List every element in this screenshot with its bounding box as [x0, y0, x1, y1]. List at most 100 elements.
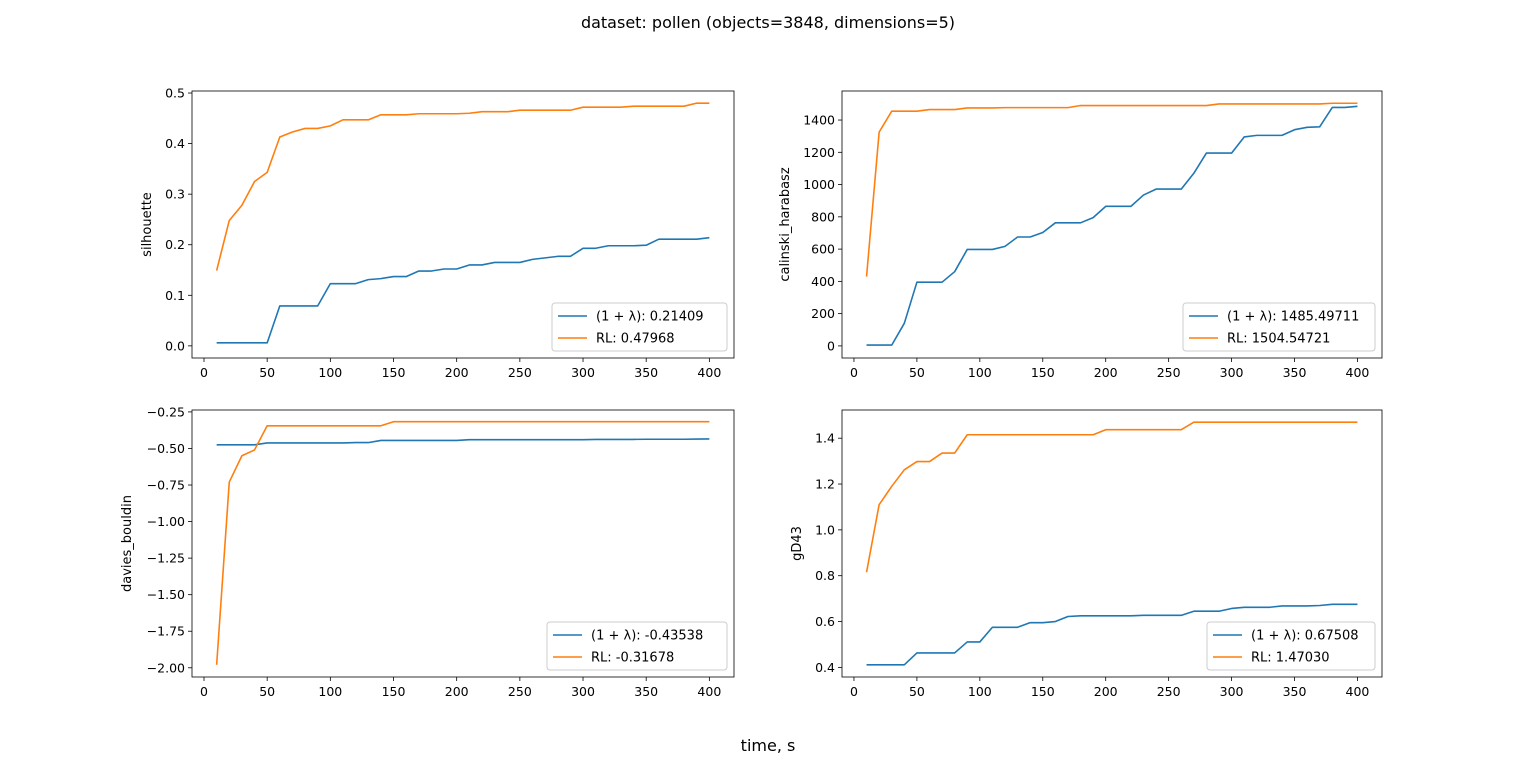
- figure-title: dataset: pollen (objects=3848, dimension…: [581, 13, 955, 32]
- legend-label-rl: RL: 1504.54721: [1227, 332, 1330, 347]
- x-tick-label: 350: [1283, 365, 1307, 380]
- y-tick-label: 0.5: [165, 86, 185, 101]
- axes-frame: [841, 409, 1383, 678]
- series-line-lambda: [866, 105, 1358, 346]
- subplot-2: 0 50 100 150 200 250 300 350 400 0 200 400 600 800 100…: [778, 90, 1383, 380]
- y-tick-label: −2.00: [147, 660, 185, 675]
- y-axis-label: calinski_harabasz: [778, 167, 793, 281]
- legend: (1 + λ): 1485.49711 RL: 1504.54721: [1182, 302, 1376, 352]
- x-tick-label: 150: [382, 365, 406, 380]
- legend-label-rl: RL: 0.47968: [596, 332, 675, 347]
- subplot-4: 0 50 100 150 200 250 300 350 400 0.4 0.6 0.8 1.0 1.2 1…: [790, 409, 1383, 699]
- x-tick-label: 100: [968, 684, 992, 699]
- y-tick-label: −1.50: [147, 587, 185, 602]
- legend: (1 + λ): -0.43538 RL: -0.31678: [546, 621, 728, 671]
- legend-label-rl: RL: 1.47030: [1251, 651, 1330, 666]
- y-tick-label: 0.8: [815, 568, 835, 583]
- series-line-rl: [865, 102, 1358, 277]
- legend-label-lambda: (1 + λ): -0.43538: [591, 629, 703, 644]
- x-tick-label: 250: [508, 365, 532, 380]
- x-tick-label: 200: [445, 684, 469, 699]
- x-tick-label: 400: [697, 684, 721, 699]
- y-tick-label: 0.1: [165, 288, 185, 303]
- x-tick-label: 300: [1220, 684, 1244, 699]
- y-tick-label: 0.3: [165, 187, 185, 202]
- series-line-rl: [215, 420, 710, 665]
- x-tick-label: 350: [634, 365, 658, 380]
- x-tick-label: 50: [259, 684, 275, 699]
- x-tick-label: 150: [1031, 365, 1055, 380]
- y-tick-label: −1.25: [147, 551, 185, 566]
- series-line-rl: [865, 421, 1358, 573]
- y-tick-label: 400: [811, 274, 835, 289]
- y-tick-label: −0.75: [147, 478, 185, 493]
- x-tick-label: 0: [200, 684, 208, 699]
- x-tick-label: 150: [1031, 684, 1055, 699]
- x-tick-label: 100: [318, 365, 342, 380]
- x-tick-label: 250: [1157, 365, 1181, 380]
- y-tick-label: −0.25: [147, 404, 185, 419]
- series-line-lambda: [216, 438, 710, 446]
- legend: (1 + λ): 0.67508 RL: 1.47030: [1206, 621, 1376, 671]
- x-tick-label: 100: [318, 684, 342, 699]
- y-tick-label: 800: [811, 209, 835, 224]
- y-tick-label: 1.2: [815, 477, 835, 492]
- y-tick-label: 0.4: [815, 660, 835, 675]
- y-tick-label: 0.6: [815, 614, 835, 629]
- x-tick-label: 50: [909, 684, 925, 699]
- x-tick-label: 0: [850, 365, 858, 380]
- y-tick-label: 1.4: [815, 431, 835, 446]
- y-tick-label: 1.0: [815, 522, 835, 537]
- x-tick-label: 300: [571, 684, 595, 699]
- legend-label-lambda: (1 + λ): 0.21409: [596, 310, 704, 325]
- x-tick-label: 400: [1346, 684, 1370, 699]
- legend-box: [1182, 302, 1376, 352]
- x-tick-label: 100: [968, 365, 992, 380]
- axes-frame: [191, 90, 735, 359]
- series-line-rl: [215, 102, 710, 271]
- x-tick-label: 250: [508, 684, 532, 699]
- series-line-lambda: [216, 236, 710, 344]
- y-axis-label: davies_bouldin: [120, 495, 135, 592]
- y-tick-label: 1400: [803, 113, 835, 128]
- figure-xlabel: time, s: [741, 736, 796, 755]
- y-tick-label: 0: [827, 338, 835, 353]
- x-tick-label: 50: [259, 365, 275, 380]
- y-tick-label: −1.00: [147, 514, 185, 529]
- y-tick-label: −1.75: [147, 624, 185, 639]
- legend-label-lambda: (1 + λ): 1485.49711: [1227, 310, 1359, 325]
- x-tick-label: 150: [382, 684, 406, 699]
- y-tick-label: 200: [811, 306, 835, 321]
- legend-label-lambda: (1 + λ): 0.67508: [1251, 629, 1359, 644]
- y-tick-label: 0.2: [165, 237, 185, 252]
- y-tick-label: 0.0: [165, 338, 185, 353]
- x-tick-label: 200: [445, 365, 469, 380]
- subplot-3: 0 50 100 150 200 250 300 350 400 −2.00 −1.75 −1.50 −…: [120, 404, 735, 699]
- y-tick-label: 600: [811, 242, 835, 257]
- x-tick-label: 200: [1094, 365, 1118, 380]
- y-tick-label: 1000: [803, 177, 835, 192]
- x-tick-label: 300: [571, 365, 595, 380]
- x-tick-label: 250: [1157, 684, 1181, 699]
- legend: (1 + λ): 0.21409 RL: 0.47968: [551, 302, 728, 352]
- x-tick-label: 0: [200, 365, 208, 380]
- axes-frame: [841, 90, 1383, 359]
- y-tick-label: 1200: [803, 145, 835, 160]
- subplot-1: 0 50 100 150 200 250 300 350 400 0.0 0.1 0.2 0.3 0.4 0…: [140, 86, 735, 380]
- subplot-grid: 0 50 100 150 200 250 300 350 400 0.0 0.1 0.2 0.3 0.4 0…: [120, 86, 1383, 699]
- x-tick-label: 400: [1346, 365, 1370, 380]
- x-tick-label: 400: [697, 365, 721, 380]
- legend-box: [546, 621, 728, 671]
- legend-box: [551, 302, 728, 352]
- x-tick-label: 0: [850, 684, 858, 699]
- x-tick-label: 200: [1094, 684, 1118, 699]
- y-tick-label: 0.4: [165, 136, 185, 151]
- y-axis-label: silhouette: [140, 192, 155, 257]
- x-tick-label: 300: [1220, 365, 1244, 380]
- y-tick-label: −0.50: [147, 441, 185, 456]
- axes-frame: [191, 409, 735, 678]
- x-tick-label: 350: [634, 684, 658, 699]
- legend-box: [1206, 621, 1376, 671]
- x-tick-label: 50: [909, 365, 925, 380]
